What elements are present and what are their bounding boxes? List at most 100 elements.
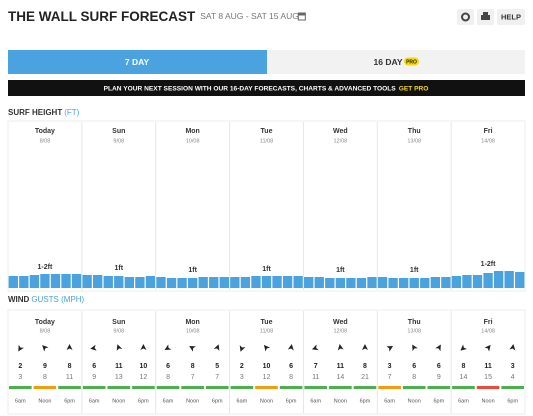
condition-bar — [329, 386, 352, 389]
wind-speed: 6 — [437, 363, 441, 370]
wind-speed: 11 — [484, 363, 492, 370]
surf-bar — [462, 275, 472, 288]
surf-bar — [19, 276, 29, 288]
tab-label[interactable]: 16 DAY — [374, 57, 403, 67]
surf-bar — [515, 272, 525, 288]
slot-time: 6pm — [64, 398, 75, 404]
surf-bar — [409, 278, 419, 288]
condition-bar — [279, 386, 303, 389]
slot-time: 6am — [310, 398, 321, 404]
surf-panel — [7, 120, 526, 292]
wind-arrow — [90, 344, 97, 351]
day-date: 8/08 — [40, 138, 51, 144]
slot-time: Noon — [260, 398, 273, 404]
badge-label: PRO — [406, 59, 417, 65]
condition-bar — [476, 386, 500, 389]
condition-bar — [230, 386, 254, 389]
get-pro-link[interactable]: GET PRO — [399, 85, 429, 92]
wind-arrow — [116, 344, 123, 351]
surf-bar — [314, 277, 324, 288]
surf-bar — [103, 276, 113, 288]
wind-arrow — [460, 344, 467, 351]
wind-gust: 9 — [437, 374, 441, 381]
surf-bar — [198, 277, 208, 288]
tab-16-day[interactable]: 16 DAY PRO — [267, 50, 525, 74]
day-name: Thu — [408, 128, 421, 135]
slot-time: 6pm — [360, 398, 371, 404]
day-name: Thu — [408, 319, 421, 326]
surf-bar — [493, 271, 504, 288]
surf-bar — [166, 278, 177, 288]
slot-time: 6pm — [138, 398, 149, 404]
surf-bar — [114, 276, 124, 288]
surf-bar — [71, 274, 82, 288]
surf-label: 1-2ft — [38, 264, 53, 271]
surf-label: 1ft — [262, 266, 271, 273]
wind-gust: 9 — [92, 374, 96, 381]
condition-bar — [181, 386, 204, 389]
title-text: THE WALL SURF FORECAST — [8, 9, 196, 24]
wind-speed: 8 — [461, 363, 465, 370]
surf-bar — [335, 278, 346, 288]
promo-banner[interactable]: PLAN YOUR NEXT SESSION WITH OUR 16-DAY F… — [8, 80, 525, 96]
surf-bar — [209, 277, 219, 288]
wind-gust: 14 — [336, 374, 344, 381]
surf-bar — [230, 277, 240, 288]
surf-bar — [135, 277, 145, 288]
day-date: 9/08 — [113, 138, 124, 144]
surf-label: 1-2ft — [481, 261, 496, 268]
wind-gust: 21 — [361, 374, 369, 381]
condition-bar — [452, 386, 475, 389]
wind-speed: 8 — [68, 363, 72, 370]
condition-bar — [33, 386, 57, 389]
day-name: Today — [35, 319, 55, 326]
wind-gust: 3 — [18, 374, 22, 381]
condition-bar — [427, 386, 451, 389]
slot-time: 6pm — [433, 398, 444, 404]
day-name: Tue — [261, 128, 273, 135]
print-button[interactable] — [477, 9, 494, 25]
condition-bar — [378, 386, 401, 389]
day-name: Tue — [261, 319, 273, 326]
surf-bar — [240, 277, 251, 288]
wind-speed: 5 — [215, 363, 219, 370]
settings-button[interactable] — [457, 9, 474, 25]
day-name: Fri — [484, 319, 493, 326]
wind-speed: 8 — [191, 363, 195, 370]
surf-bar — [156, 277, 166, 288]
surf-bar — [50, 274, 61, 288]
banner-text[interactable]: PLAN YOUR NEXT SESSION WITH OUR 16-DAY F… — [104, 85, 429, 92]
surf-bar — [219, 277, 229, 288]
wind-arrow — [66, 344, 73, 350]
wind-speed: 11 — [337, 363, 345, 370]
pro-badge — [404, 57, 419, 66]
tab-7-day[interactable]: 7 DAY — [8, 50, 267, 74]
surf-label: 1ft — [410, 267, 419, 274]
day-date: 11/08 — [260, 328, 273, 334]
wind-arrow — [435, 344, 441, 352]
surf-bar — [451, 276, 462, 288]
tab-label[interactable]: 7 DAY — [125, 57, 150, 67]
wind-speed: 8 — [363, 363, 367, 370]
wind-gust: 14 — [460, 374, 468, 381]
help-label[interactable]: HELP — [501, 12, 521, 21]
day-date: 10/08 — [186, 138, 200, 144]
wind-arrow — [484, 344, 491, 352]
day-date: 10/08 — [186, 328, 200, 334]
surf-unit: (FT) — [64, 108, 79, 117]
surf-bar — [398, 278, 409, 288]
day-date: 14/08 — [481, 138, 495, 144]
wind-gust: 3 — [240, 374, 244, 381]
calendar-icon[interactable] — [297, 12, 306, 21]
slot-time: Noon — [481, 398, 494, 404]
condition-bar — [156, 386, 180, 389]
surf-bar — [504, 271, 514, 288]
banner-message: PLAN YOUR NEXT SESSION WITH OUR 16-DAY F… — [104, 85, 397, 92]
help-button[interactable]: HELP — [497, 9, 525, 25]
surf-bar — [272, 276, 282, 288]
condition-bar — [304, 386, 328, 389]
surf-section-title: SURF HEIGHT (FT) — [8, 108, 80, 117]
surf-bar — [177, 278, 187, 288]
surf-bar — [261, 276, 272, 288]
wind-arrow — [213, 344, 220, 351]
